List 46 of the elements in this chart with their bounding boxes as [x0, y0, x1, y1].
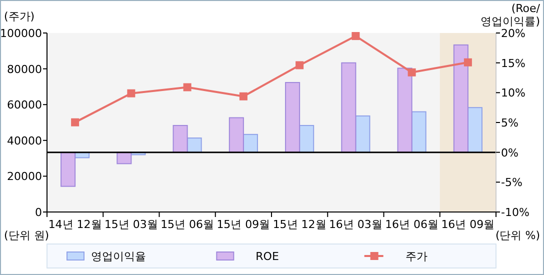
y2-tick-label: -10% [501, 206, 530, 219]
y-tick-label: 0 [35, 206, 42, 219]
x-tick-label: 14년 12월 [48, 218, 102, 231]
bar [411, 111, 426, 153]
bar [341, 62, 356, 153]
point [71, 118, 80, 126]
point [183, 83, 192, 92]
point [127, 89, 136, 98]
y2-tick-label: 20% [501, 27, 526, 40]
bar [453, 44, 468, 153]
point [464, 58, 472, 66]
x-tick-label: 16년 09월 [441, 218, 495, 231]
x-tick-label: 15년 03월 [104, 218, 158, 231]
text: (단위 %) [495, 229, 540, 242]
point [352, 32, 360, 40]
bar [467, 107, 482, 153]
legend-label: ROE [256, 250, 279, 263]
x-tick-label: 16년 03월 [328, 218, 382, 231]
y-tick-label: 100000 [0, 27, 42, 40]
y-axis-title: (주가) [4, 10, 35, 23]
legend-label: 영업이익율 [91, 250, 146, 263]
bar [285, 82, 300, 153]
point [296, 61, 304, 70]
y2-tick-label: 15% [501, 56, 526, 70]
x-tick-label: 15년 06월 [160, 218, 214, 231]
y-tick-label: 40000 [7, 134, 42, 148]
y2-axis-title: (Roe/ 영업이익률) [480, 2, 540, 28]
point [408, 68, 416, 76]
x-tick-label: 15년 12월 [272, 218, 326, 231]
bar [228, 117, 244, 153]
y-tick-label: 20000 [7, 170, 42, 184]
x-tick-label: 15년 09월 [216, 218, 270, 231]
y2-tick-label: 10% [501, 86, 526, 100]
y2-tick-label: 5% [501, 116, 518, 130]
text: (단위 원) [4, 229, 50, 242]
bar [60, 152, 76, 187]
bar [397, 68, 412, 153]
y2-tick-label: 0% [501, 146, 518, 160]
y2-tick-label: -5% [501, 176, 522, 190]
legend-label: 주가 [405, 250, 428, 263]
point [239, 92, 248, 100]
bar [172, 124, 188, 153]
y-tick-label: 60000 [7, 98, 42, 112]
bar [355, 115, 370, 153]
y-tick-label: 80000 [7, 62, 42, 76]
x-tick-label: 16년 06월 [385, 218, 439, 231]
